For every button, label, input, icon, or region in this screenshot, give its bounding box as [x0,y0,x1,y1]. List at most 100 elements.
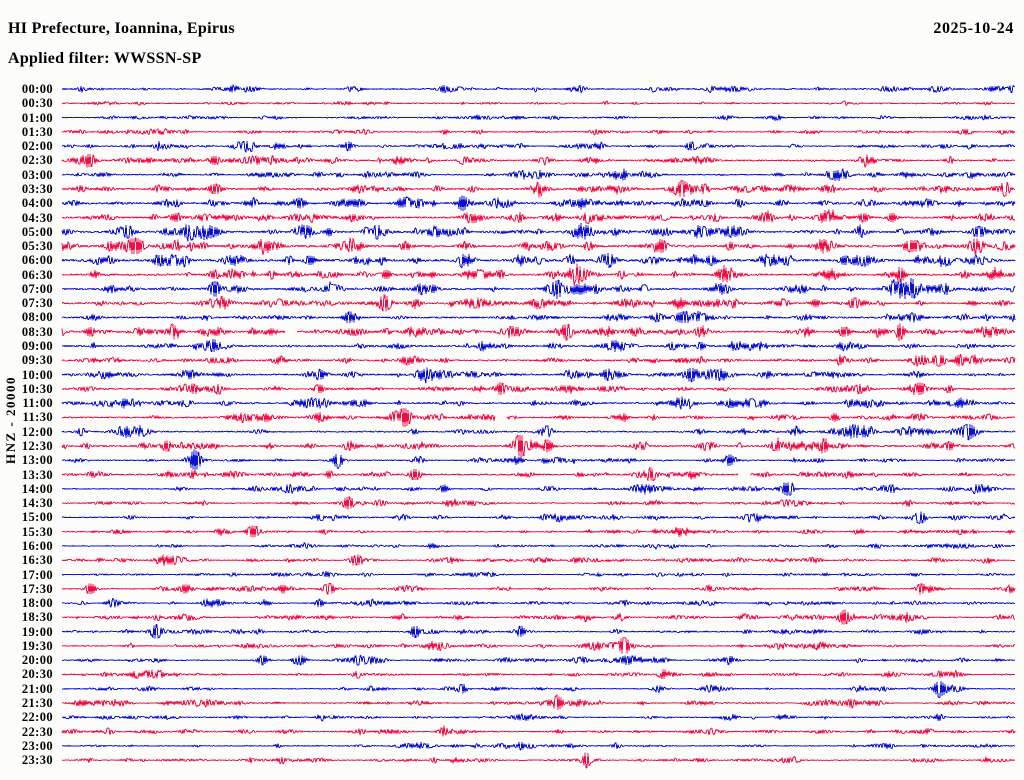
seismogram-trace [61,223,1016,242]
seismogram-trace [61,396,1016,410]
seismogram-trace [61,741,1016,751]
seismogram-trace [61,713,1016,722]
seismogram-trace [61,655,1016,666]
seismogram-trace [61,624,1016,639]
time-label: 23:00 [21,738,53,753]
seismogram-trace [61,680,1016,699]
time-label: 15:30 [21,524,53,539]
time-label: 18:30 [21,610,53,625]
time-label: 03:00 [21,167,53,182]
time-label: 07:00 [21,281,53,296]
seismogram-trace [61,694,1016,711]
applied-filter-label: Applied filter: WWSSN-SP [8,50,202,67]
seismogram-trace [61,180,1016,198]
seismogram-trace [61,237,1016,255]
seismogram-trace [61,294,1016,312]
seismogram-trace [62,609,1016,625]
time-label: 20:00 [21,653,53,668]
time-label: 06:00 [21,253,53,268]
seismogram-trace [61,381,1016,396]
seismogram-trace [61,354,1016,367]
time-label: 10:30 [21,381,53,396]
time-label: 08:30 [21,324,53,339]
time-label: 17:00 [21,567,53,582]
time-label: 13:00 [21,453,53,468]
seismogram-trace [61,195,1016,211]
time-label: 11:30 [22,410,53,425]
time-label: 05:30 [21,239,53,254]
time-label: 14:30 [21,496,53,511]
seismogram-trace [61,571,1016,578]
seismogram-trace [61,168,1016,181]
seismogram-trace [61,408,496,427]
time-label: 00:00 [21,82,53,96]
time-label: 16:00 [21,538,53,553]
seismogram-trace [61,496,1016,510]
seismogram-trace [61,140,1016,153]
time-label: 20:30 [21,667,53,682]
time-label: 01:00 [21,110,53,125]
time-label: 18:00 [21,596,53,611]
time-label: 17:30 [21,581,53,596]
time-label: 04:30 [21,210,53,225]
time-label: 21:30 [21,696,53,711]
time-label: 14:00 [21,481,53,496]
seismogram-trace [61,466,739,482]
time-label: 12:30 [21,439,53,453]
seismogram-trace [61,597,1016,608]
seismogram-trace [61,84,1015,94]
time-label: 15:00 [21,510,53,525]
time-label: 19:00 [21,624,53,639]
time-label: 08:00 [21,310,53,325]
seismogram-trace [61,525,1016,538]
seismogram-trace [61,752,1016,769]
seismogram-trace [506,412,1016,422]
seismogram-trace [61,323,286,340]
seismogram-trace [749,470,1016,479]
seismogram-trace [61,114,1016,121]
time-label: 09:00 [21,339,53,354]
header-date: 2025-10-24 [933,20,1014,37]
seismogram-trace [61,252,1016,269]
seismogram-trace [61,542,1016,550]
seismogram-trace [61,209,1016,224]
seismogram-trace [61,582,1016,595]
seismogram-trace [61,311,1016,324]
seismogram-trace [61,725,1016,737]
time-label: 02:00 [21,139,53,154]
seismogram-trace [61,669,1016,680]
seismogram-trace [61,434,1016,457]
seismogram-trace [61,637,1016,654]
seismogram-trace [61,367,1016,384]
time-label: 10:00 [21,367,53,382]
time-label: 22:30 [21,724,53,739]
seismogram-trace [61,449,1016,472]
time-label: 02:30 [21,153,53,168]
time-label: 22:00 [21,710,53,725]
time-label: 13:30 [21,467,53,482]
time-label: 12:00 [21,424,53,439]
time-label: 04:00 [21,196,53,211]
time-label: 16:30 [21,553,53,568]
time-label: 11:00 [22,396,53,411]
seismogram-trace [61,128,1016,136]
time-label: 03:30 [21,181,53,196]
seismogram-trace [296,323,1016,342]
seismogram-trace [61,339,1016,353]
seismogram-trace [61,423,1016,441]
time-label: 00:30 [21,96,53,111]
time-label: 05:00 [21,224,53,239]
seismogram-trace [62,263,1016,286]
time-label: 06:30 [21,267,53,282]
page-title: HI Prefecture, Ioannina, Epirus [8,20,235,37]
time-label: 07:30 [21,296,53,311]
seismogram-trace [61,100,1016,106]
time-label: 21:00 [21,681,53,696]
seismogram-trace [61,153,1016,168]
time-label: 01:30 [21,124,53,139]
seismogram-trace [61,511,1016,524]
time-label: 23:30 [21,753,53,768]
time-label: 19:30 [21,638,53,653]
